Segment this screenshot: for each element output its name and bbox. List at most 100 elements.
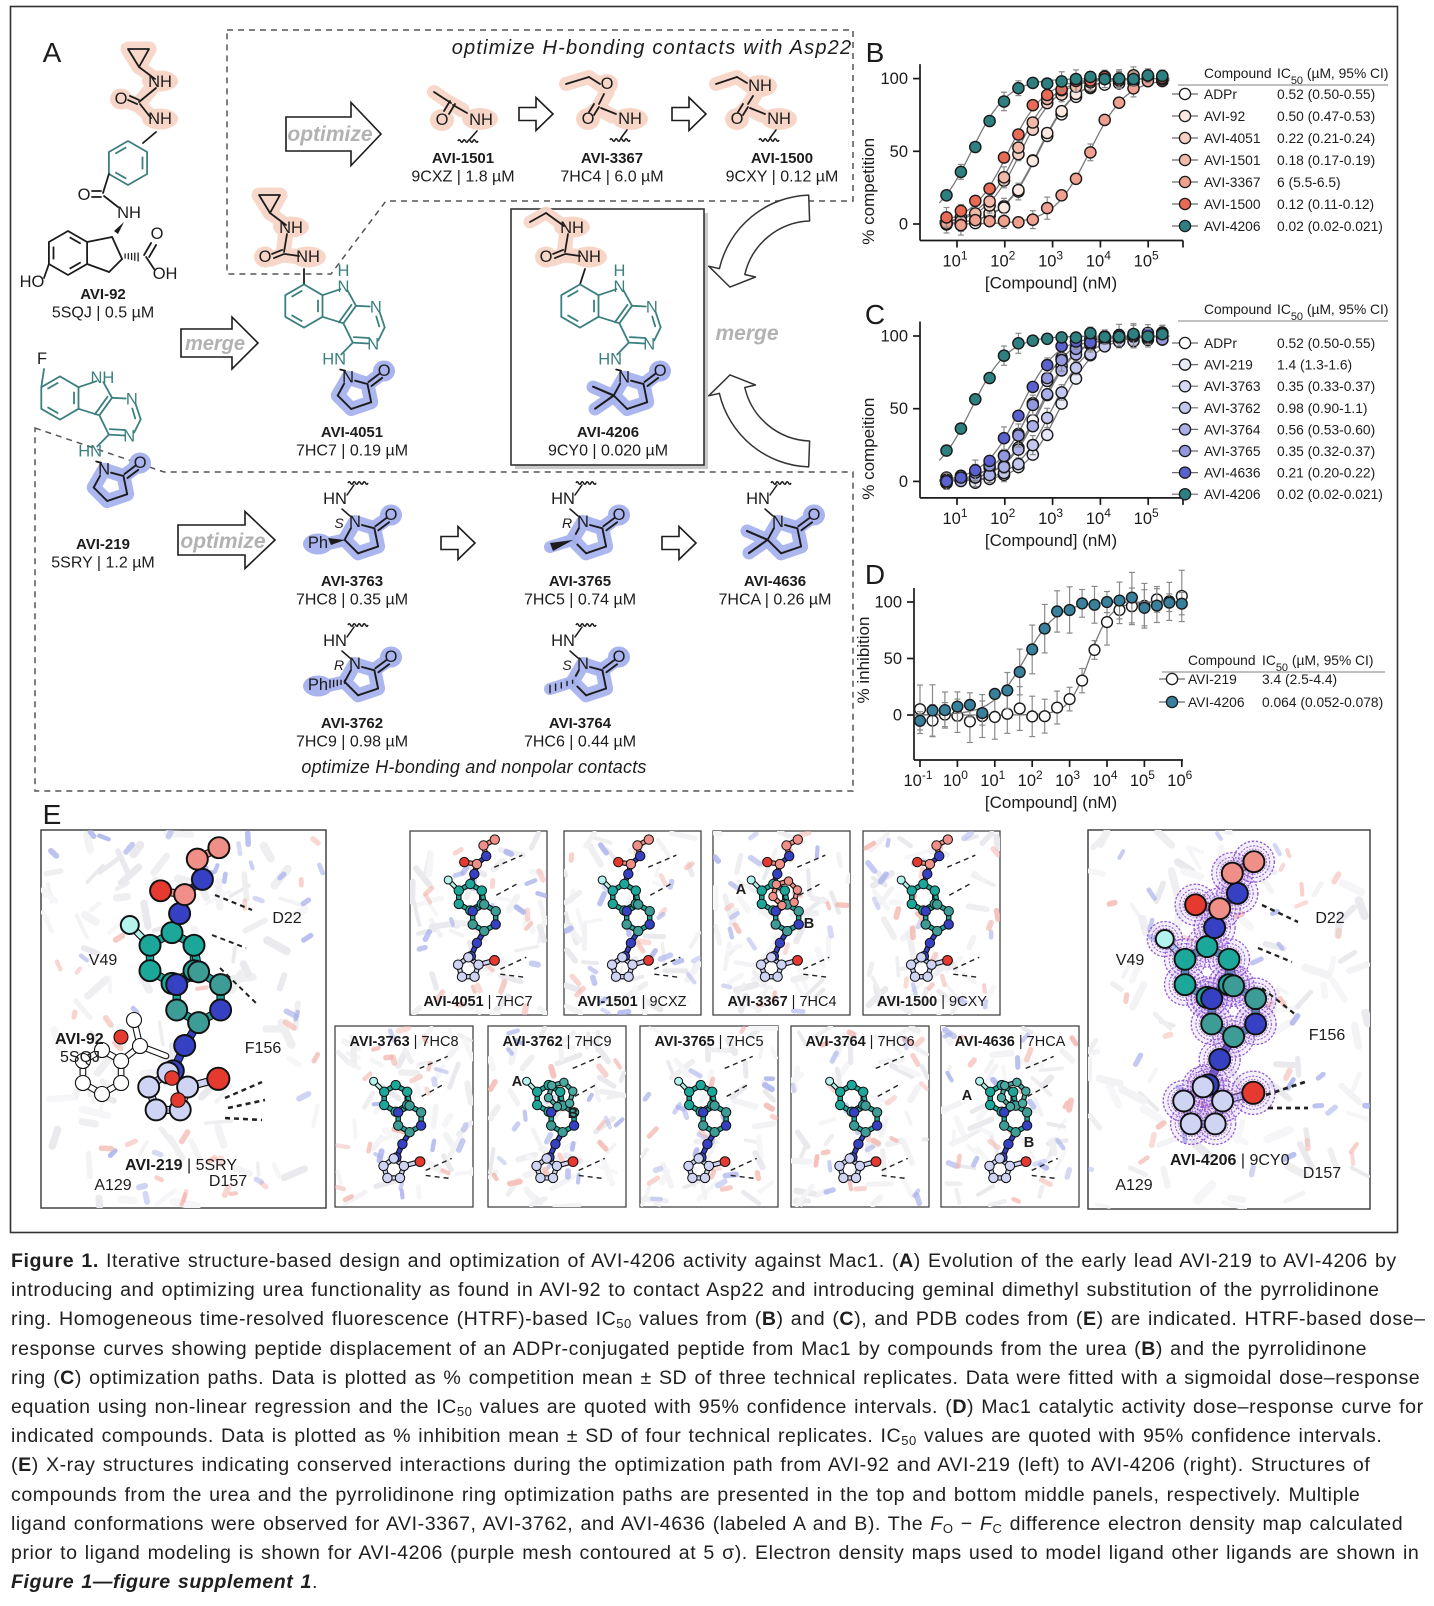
svg-text:50: 50	[890, 400, 908, 418]
svg-text:7HC6 | 0.44 µM: 7HC6 | 0.44 µM	[524, 734, 636, 751]
svg-text:0.52 (0.50-0.55): 0.52 (0.50-0.55)	[1277, 336, 1375, 351]
svg-text:NH: NH	[117, 204, 141, 222]
svg-text:O: O	[540, 248, 553, 266]
svg-text:A129: A129	[94, 1177, 131, 1194]
svg-text:% inhibition: % inhibition	[854, 617, 873, 704]
svg-text:N: N	[772, 513, 784, 531]
svg-text:AVI-3765: AVI-3765	[549, 573, 611, 590]
svg-text:AVI-4636 | 7HCA: AVI-4636 | 7HCA	[955, 1034, 1066, 1050]
svg-text:NH: NH	[767, 110, 791, 128]
svg-text:100: 100	[874, 594, 902, 612]
svg-text:N: N	[367, 336, 379, 354]
svg-text:Compound: Compound	[1188, 653, 1256, 668]
svg-text:N: N	[613, 278, 625, 296]
svg-text:NH: NH	[577, 248, 601, 266]
svg-text:E: E	[43, 799, 62, 830]
svg-text:optimize H-bonding contacts wi: optimize H-bonding contacts with Asp22	[452, 37, 853, 59]
svg-text:optimize: optimize	[287, 123, 372, 146]
svg-text:O: O	[613, 648, 626, 666]
svg-text:ADPr: ADPr	[1204, 87, 1237, 102]
svg-text:AVI-92: AVI-92	[80, 286, 126, 303]
svg-text:AVI-3762: AVI-3762	[321, 715, 383, 732]
svg-text:NH: NH	[148, 73, 172, 91]
svg-text:NH: NH	[469, 111, 493, 129]
svg-text:AVI-219: AVI-219	[1204, 358, 1253, 373]
svg-text:O: O	[78, 186, 91, 204]
svg-text:Ph: Ph	[308, 676, 328, 694]
svg-text:merge: merge	[185, 333, 245, 355]
svg-text:0.18 (0.17-0.19): 0.18 (0.17-0.19)	[1277, 153, 1375, 168]
svg-text:V49: V49	[1116, 952, 1145, 969]
svg-text:AVI-1501: AVI-1501	[432, 150, 494, 167]
svg-text:AVI-3762 | 7HC9: AVI-3762 | 7HC9	[502, 1034, 611, 1050]
svg-text:H: H	[613, 262, 625, 280]
svg-text:7HC7 | 0.19 µM: 7HC7 | 0.19 µM	[296, 443, 408, 460]
svg-text:% compeition: % compeition	[859, 398, 878, 500]
svg-text:AVI-3763: AVI-3763	[321, 573, 383, 590]
svg-text:D22: D22	[272, 910, 301, 927]
svg-text:AVI-3367: AVI-3367	[581, 150, 643, 167]
svg-text:0.02 (0.02-0.021): 0.02 (0.02-0.021)	[1277, 487, 1383, 502]
svg-text:[Compound] (nM): [Compound] (nM)	[985, 531, 1117, 550]
svg-text:Ph: Ph	[308, 534, 328, 552]
svg-text:3.4 (2.5-4.4): 3.4 (2.5-4.4)	[1262, 672, 1337, 687]
svg-text:A129: A129	[1115, 1177, 1152, 1194]
svg-text:N: N	[349, 655, 361, 673]
svg-text:OH: OH	[153, 265, 178, 283]
svg-text:AVI-3367: AVI-3367	[1204, 175, 1261, 190]
svg-text:N: N	[370, 299, 382, 317]
svg-text:N: N	[643, 336, 655, 354]
svg-text:AVI-219: AVI-219	[1188, 672, 1237, 687]
svg-text:NH: NH	[90, 369, 114, 387]
svg-text:100: 100	[880, 70, 908, 88]
svg-text:merge: merge	[715, 322, 778, 345]
svg-text:HN: HN	[322, 351, 346, 369]
svg-text:HO: HO	[20, 273, 45, 291]
svg-text:N: N	[123, 428, 135, 446]
svg-text:O: O	[582, 110, 595, 128]
svg-text:5SQJ: 5SQJ	[60, 1049, 100, 1066]
svg-text:S: S	[562, 657, 572, 673]
svg-text:O: O	[601, 75, 614, 93]
svg-text:AVI-3762: AVI-3762	[1204, 401, 1261, 416]
svg-text:N: N	[618, 369, 630, 387]
svg-text:0.56 (0.53-0.60): 0.56 (0.53-0.60)	[1277, 422, 1375, 437]
svg-text:0.35 (0.33-0.37): 0.35 (0.33-0.37)	[1277, 379, 1375, 394]
svg-text:AVI-4051: AVI-4051	[1204, 131, 1261, 146]
svg-text:O: O	[151, 225, 164, 243]
svg-text:O: O	[731, 110, 744, 128]
svg-text:AVI-4206 | 9CY0: AVI-4206 | 9CY0	[1170, 1152, 1290, 1169]
svg-text:O: O	[436, 111, 449, 129]
svg-text:O: O	[259, 248, 272, 266]
svg-text:AVI-4051: AVI-4051	[321, 424, 383, 441]
svg-text:AVI-92: AVI-92	[55, 1031, 104, 1048]
svg-text:0.50 (0.47-0.53): 0.50 (0.47-0.53)	[1277, 109, 1375, 124]
svg-text:[Compound] (nM): [Compound] (nM)	[985, 274, 1117, 293]
svg-text:5SRY | 1.2 µM: 5SRY | 1.2 µM	[51, 555, 155, 572]
svg-text:D: D	[865, 559, 885, 590]
svg-text:AVI-3764 | 7HC6: AVI-3764 | 7HC6	[805, 1034, 914, 1050]
svg-text:HN: HN	[598, 351, 622, 369]
svg-text:AVI-92: AVI-92	[1204, 109, 1245, 124]
svg-text:AVI-4636: AVI-4636	[744, 573, 806, 590]
svg-text:NH: NH	[748, 77, 772, 95]
svg-text:AVI-4051 | 7HC7: AVI-4051 | 7HC7	[423, 994, 532, 1010]
svg-text:ADPr: ADPr	[1204, 336, 1237, 351]
svg-text:NH: NH	[296, 248, 320, 266]
svg-text:F: F	[37, 350, 47, 368]
svg-text:AVI-3764: AVI-3764	[549, 715, 612, 732]
svg-text:N: N	[337, 278, 349, 296]
svg-text:AVI-4206: AVI-4206	[1188, 695, 1245, 710]
svg-text:O: O	[385, 648, 398, 666]
svg-text:0.02 (0.02-0.021): 0.02 (0.02-0.021)	[1277, 219, 1383, 234]
svg-text:0.52 (0.50-0.55): 0.52 (0.50-0.55)	[1277, 87, 1375, 102]
svg-text:B: B	[866, 37, 885, 68]
svg-text:HN: HN	[551, 632, 575, 650]
svg-text:% competition: % competition	[859, 138, 878, 245]
svg-text:6 (5.5-6.5): 6 (5.5-6.5)	[1277, 175, 1341, 190]
svg-text:AVI-219: AVI-219	[76, 536, 130, 553]
svg-text:0.064 (0.052-0.078): 0.064 (0.052-0.078)	[1262, 695, 1383, 710]
svg-text:A: A	[736, 882, 747, 898]
svg-text:optimize: optimize	[180, 530, 265, 553]
svg-text:A: A	[512, 1074, 523, 1090]
